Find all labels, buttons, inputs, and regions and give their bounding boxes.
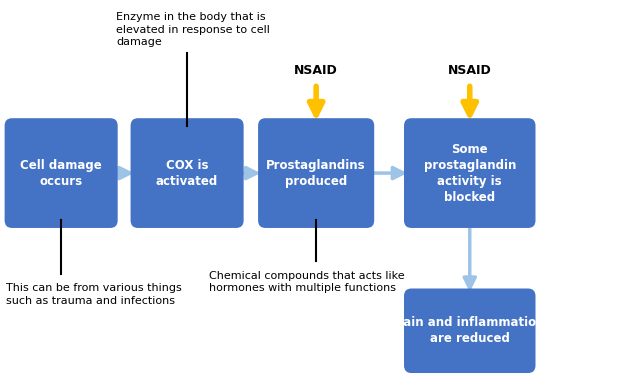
Text: COX is
activated: COX is activated — [156, 159, 218, 187]
FancyBboxPatch shape — [404, 288, 536, 373]
FancyBboxPatch shape — [4, 118, 118, 228]
Text: NSAID: NSAID — [294, 64, 338, 77]
FancyBboxPatch shape — [404, 118, 536, 228]
Text: Enzyme in the body that is
elevated in response to cell
damage: Enzyme in the body that is elevated in r… — [117, 12, 270, 47]
Text: NSAID: NSAID — [448, 64, 492, 77]
Text: Chemical compounds that acts like
hormones with multiple functions: Chemical compounds that acts like hormon… — [208, 271, 404, 293]
FancyBboxPatch shape — [131, 118, 244, 228]
FancyBboxPatch shape — [258, 118, 374, 228]
Text: Some
prostaglandin
activity is
blocked: Some prostaglandin activity is blocked — [423, 142, 516, 204]
Text: Pain and inflammation
are reduced: Pain and inflammation are reduced — [395, 316, 544, 345]
Text: Prostaglandins
produced: Prostaglandins produced — [267, 159, 366, 187]
Text: This can be from various things
such as trauma and infections: This can be from various things such as … — [6, 283, 182, 306]
Text: Cell damage
occurs: Cell damage occurs — [20, 159, 102, 187]
